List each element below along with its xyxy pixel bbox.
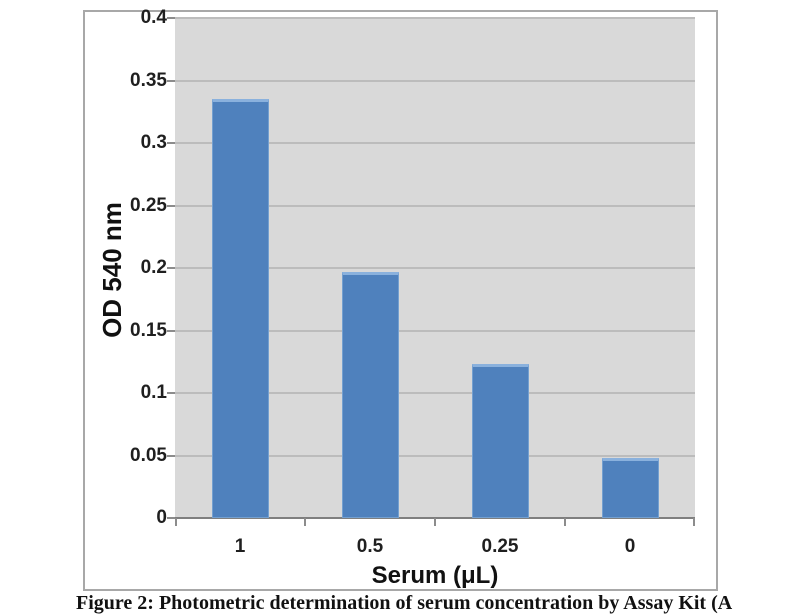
bar bbox=[601, 458, 659, 518]
gridline bbox=[175, 454, 695, 457]
x-tick-mark bbox=[693, 518, 695, 526]
y-axis-tick-labels: 0 0.05 0.1 0.15 0.2 0.25 0.3 0.35 0.4 bbox=[85, 7, 167, 589]
gridline bbox=[175, 329, 695, 332]
y-tick-label: 0.15 bbox=[130, 319, 167, 341]
y-tick-mark bbox=[167, 204, 175, 207]
gridline bbox=[175, 267, 695, 269]
x-axis-title: Serum (μL) bbox=[371, 562, 499, 589]
x-tick-label: 0.5 bbox=[356, 536, 384, 557]
y-tick-label: 0.05 bbox=[130, 444, 167, 466]
y-tick-mark bbox=[167, 392, 175, 394]
x-axis-tick-labels: 1 0.5 0.25 0 bbox=[175, 536, 695, 566]
x-tick-mark bbox=[434, 518, 436, 526]
y-tick-label: 0 bbox=[156, 507, 167, 528]
y-tick-mark bbox=[167, 17, 175, 19]
plot-area bbox=[167, 17, 695, 526]
gridline bbox=[175, 17, 695, 19]
bar bbox=[471, 364, 529, 518]
gridline bbox=[175, 142, 695, 144]
y-tick-mark bbox=[167, 454, 175, 457]
x-tick-mark bbox=[304, 518, 306, 526]
gridline bbox=[175, 204, 695, 207]
y-tick-label: 0.2 bbox=[140, 257, 167, 278]
y-tick-label: 0.35 bbox=[130, 69, 167, 91]
y-tick-mark bbox=[167, 142, 175, 144]
chart-frame: OD 540 nm 0 0.05 0.1 0.15 0.2 0.25 0.3 0.35 0.4 … bbox=[83, 7, 718, 591]
bar bbox=[211, 99, 269, 518]
x-tick-label: 0 bbox=[624, 536, 636, 557]
figure-caption: Figure 2: Photometric determination of s… bbox=[76, 592, 733, 614]
x-tick-label: 0.25 bbox=[481, 536, 519, 557]
y-tick-label: 0.3 bbox=[140, 132, 167, 153]
y-tick-mark bbox=[167, 79, 175, 82]
x-tick-mark bbox=[564, 518, 566, 526]
x-tick-mark bbox=[175, 518, 177, 526]
y-tick-mark bbox=[167, 267, 175, 269]
x-axis-line bbox=[167, 517, 695, 519]
x-tick-label: 1 bbox=[234, 536, 246, 557]
figure-canvas: { "chart_data": { "type": "bar", "title"… bbox=[76, 7, 733, 614]
y-tick-label: 0.1 bbox=[140, 382, 167, 403]
gridline bbox=[175, 392, 695, 394]
y-tick-mark bbox=[167, 329, 175, 332]
bar bbox=[341, 271, 399, 518]
y-tick-label: 0.25 bbox=[130, 194, 167, 216]
y-tick-mark bbox=[167, 517, 175, 519]
gridline bbox=[175, 79, 695, 82]
y-tick-label: 0.4 bbox=[140, 7, 167, 28]
